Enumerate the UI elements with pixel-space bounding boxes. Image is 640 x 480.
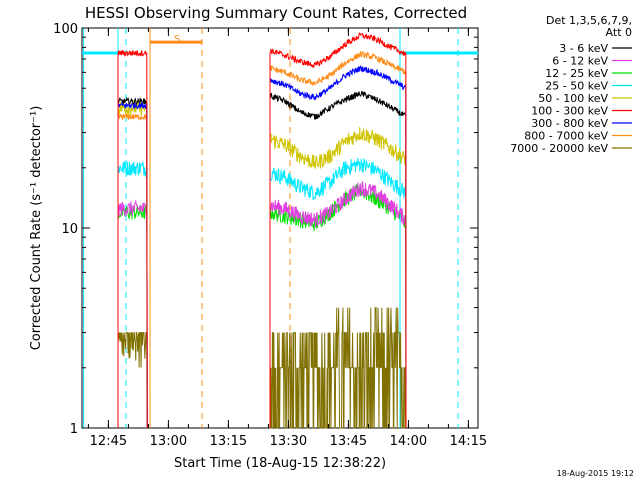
legend-label: 100 - 300 keV bbox=[531, 105, 608, 118]
series-line-300-800keV-b bbox=[269, 65, 407, 429]
series-line-50-100keV bbox=[117, 99, 148, 429]
x-axis: 12:45 13:00 13:15 13:30 13:45 14:00 14:15 bbox=[87, 28, 487, 449]
series-line-7000-20000keV-b bbox=[269, 307, 407, 429]
x-tick-label: 13:45 bbox=[330, 434, 367, 449]
legend-label: 7000 - 20000 keV bbox=[510, 142, 608, 155]
series-line-3-6keV-b bbox=[269, 90, 407, 429]
y-axis-label: Corrected Count Rate (s⁻¹ detector⁻¹) bbox=[29, 106, 44, 351]
x-tick-label: 14:15 bbox=[450, 434, 487, 449]
y-tick-label: 10 bbox=[61, 222, 78, 237]
series-line-300-800keV bbox=[117, 101, 148, 429]
y-tick-label: 100 bbox=[53, 22, 78, 37]
x-axis-label: Start Time (18-Aug-15 12:38:22) bbox=[174, 456, 386, 471]
x-tick-label: 14:00 bbox=[390, 434, 427, 449]
series-line-25-50keV bbox=[117, 161, 148, 429]
x-tick-label: 13:00 bbox=[150, 434, 187, 449]
series-line-50-100keV-b bbox=[269, 127, 407, 429]
series-line-6-12keV bbox=[117, 199, 148, 429]
series-line-6-12keV-b bbox=[269, 181, 407, 429]
series-line-12-25keV bbox=[117, 203, 148, 429]
legend-label: 12 - 25 keV bbox=[545, 67, 608, 80]
legend-label: 300 - 800 keV bbox=[531, 117, 608, 130]
series-layer: S bbox=[82, 32, 478, 429]
series-line-3-6keV bbox=[117, 96, 148, 429]
x-tick-label: 13:15 bbox=[210, 434, 247, 449]
y-tick-label: 1 bbox=[70, 422, 78, 437]
series-line-800-7000keV bbox=[117, 113, 148, 429]
plot-area: S bbox=[81, 27, 479, 429]
x-tick-label: 13:30 bbox=[270, 434, 307, 449]
legend-label: 6 - 12 keV bbox=[552, 55, 608, 68]
series-line-100-300keV bbox=[117, 50, 148, 429]
chart-title: HESSI Observing Summary Count Rates, Cor… bbox=[85, 4, 467, 22]
series-line-800-7000keV-b bbox=[269, 50, 407, 429]
legend-label: 3 - 6 keV bbox=[559, 42, 608, 55]
series-line-7000-20000keV bbox=[117, 332, 148, 429]
x-tick-label: 12:45 bbox=[90, 434, 127, 449]
annotation-label: S bbox=[174, 34, 180, 45]
y-axis: 1 10 100 bbox=[53, 22, 478, 437]
series-line-12-25keV-b bbox=[269, 183, 407, 429]
series-line-25-50keV-b bbox=[269, 158, 407, 429]
legend-header-line-1: Det 1,3,5,6,7,9, bbox=[546, 14, 632, 27]
legend-label: 800 - 7000 keV bbox=[524, 130, 608, 143]
legend-header-line-2: Att 0 bbox=[606, 26, 632, 39]
legend-label: 25 - 50 keV bbox=[545, 80, 608, 93]
timestamp-footer: 18-Aug-2015 19:12 bbox=[557, 469, 634, 478]
series-line-100-300keV-b bbox=[269, 32, 407, 429]
legend-label: 50 - 100 keV bbox=[538, 92, 608, 105]
